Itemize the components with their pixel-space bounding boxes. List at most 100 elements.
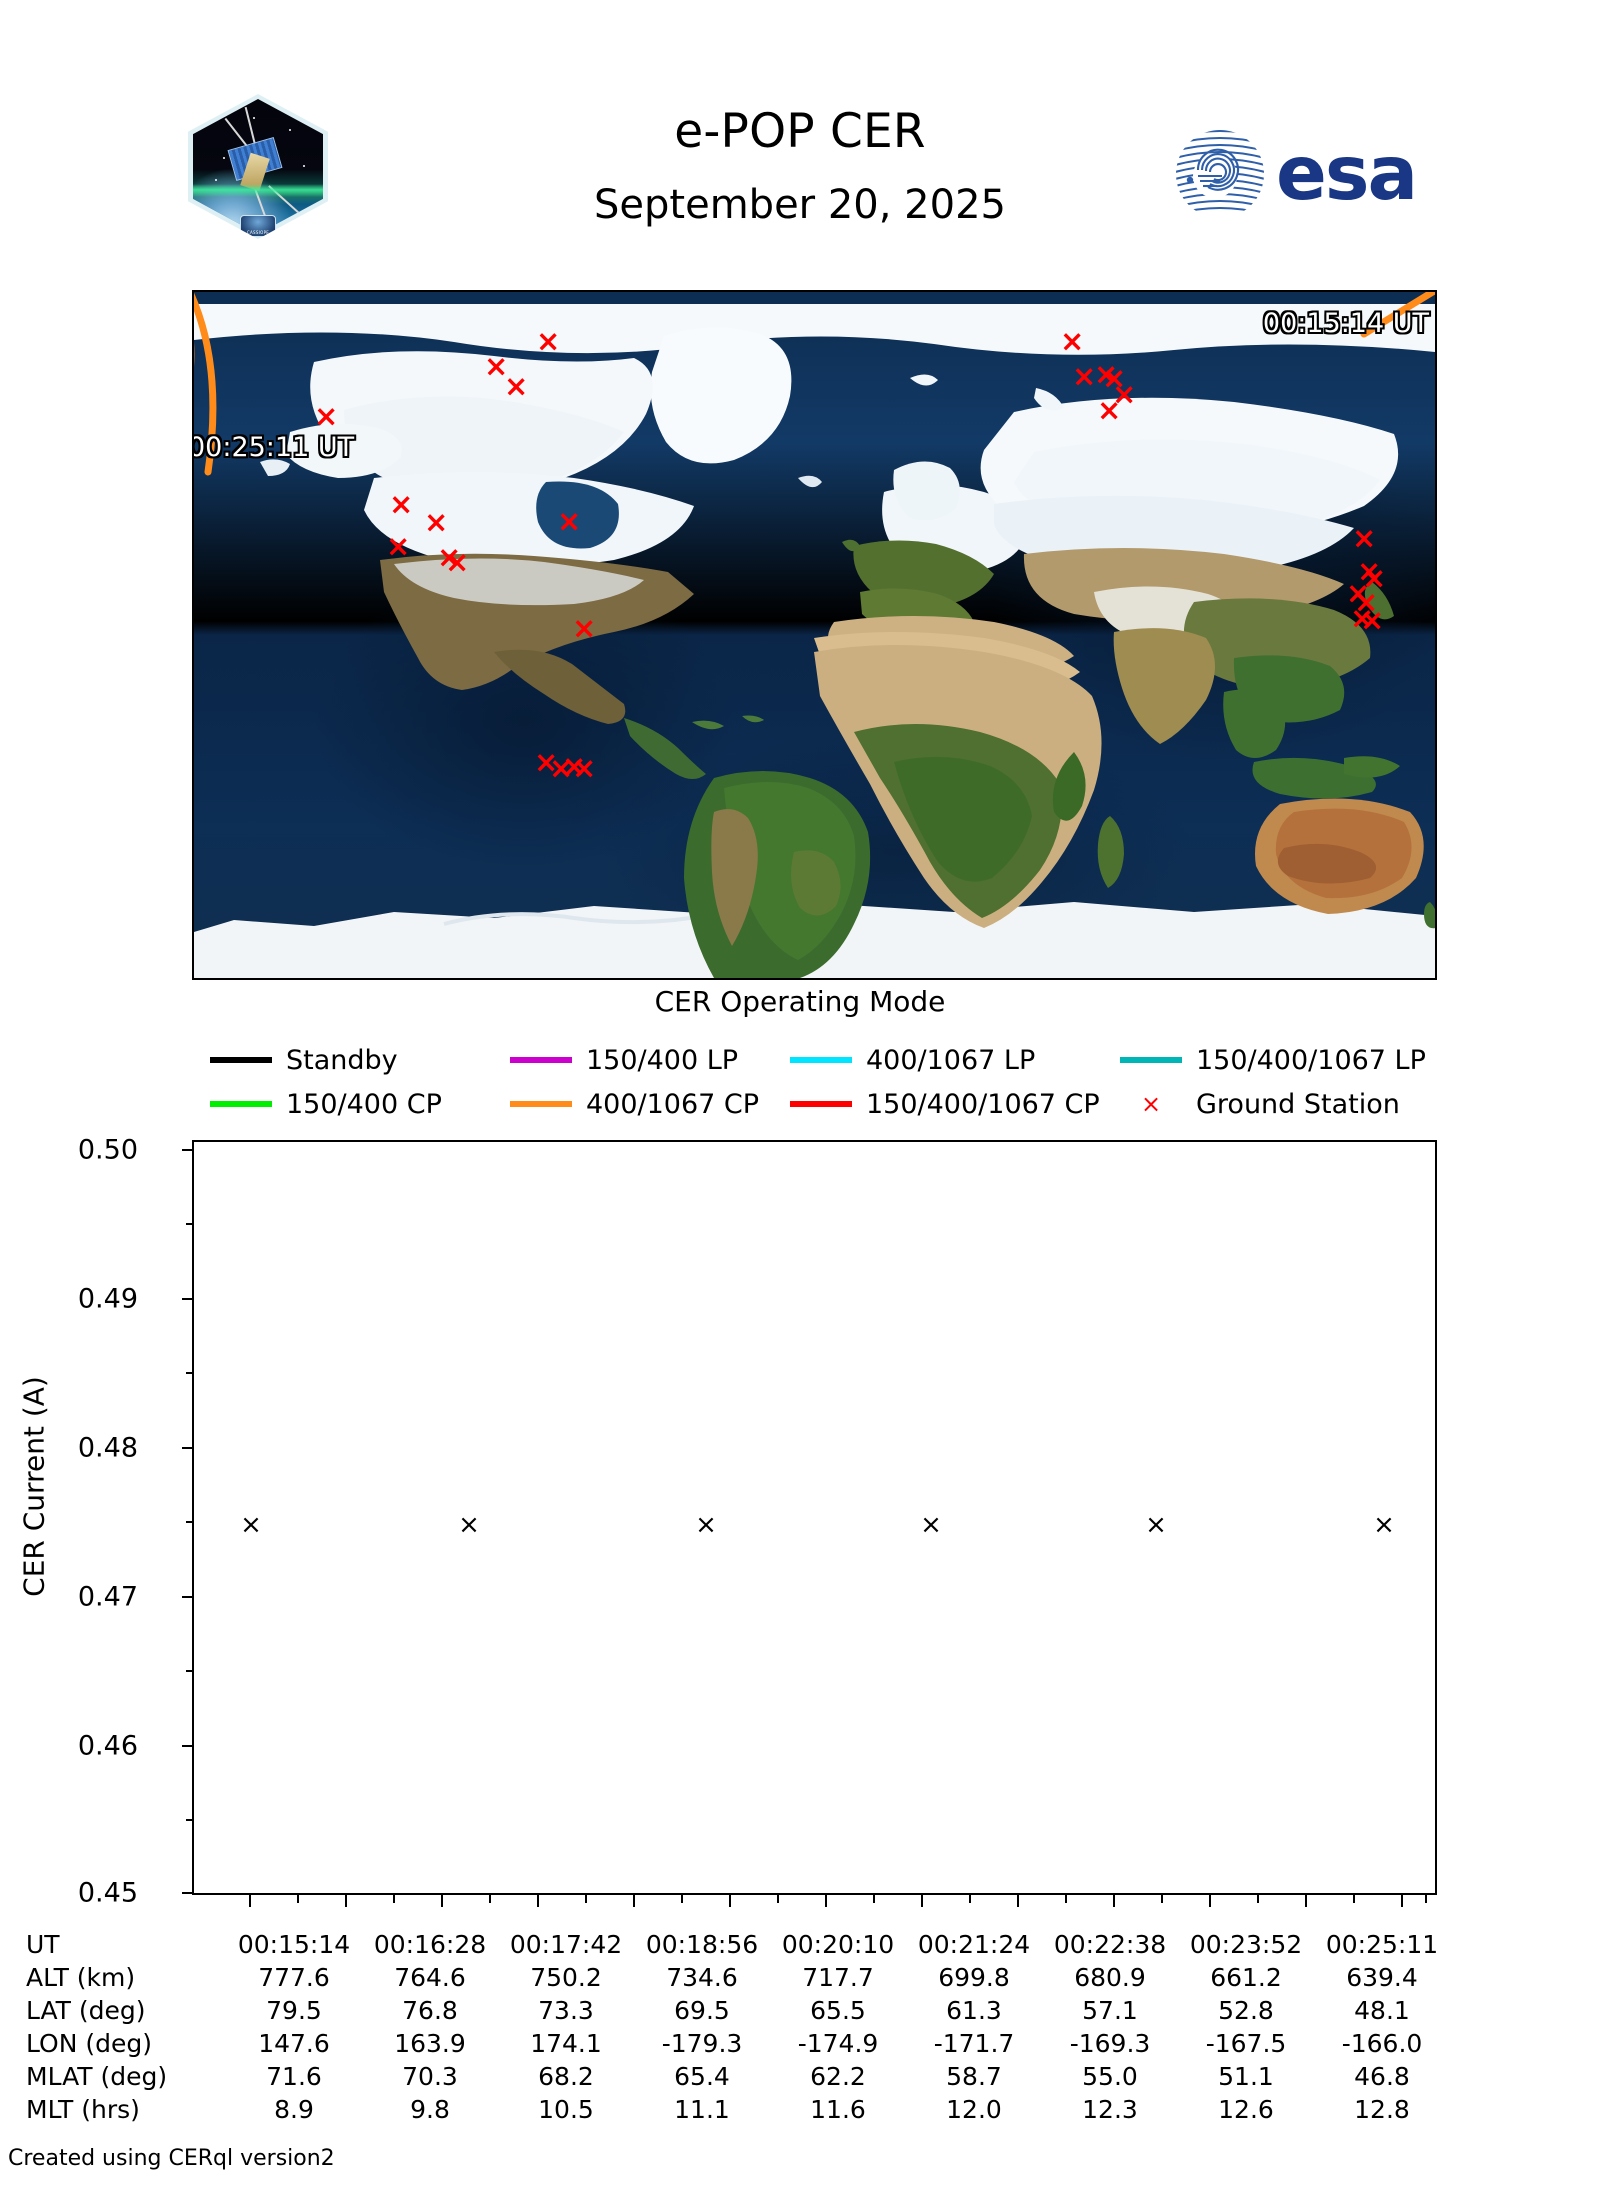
ground-station-marker: ×	[445, 545, 470, 579]
legend-label: 150/400 CP	[286, 1088, 442, 1120]
ground-station-marker: ×	[557, 504, 582, 538]
x-tick-major	[1017, 1895, 1019, 1907]
table-cell: 680.9	[1074, 1963, 1146, 1992]
ground-station-marker: ×	[572, 751, 597, 785]
world-map[interactable]: × × × × × × × × × × × × × × × × × × × × …	[192, 290, 1437, 980]
x-tick-major	[1209, 1895, 1211, 1907]
y-tick-minor	[186, 1372, 192, 1374]
y-tick-label: 0.49	[77, 1283, 138, 1315]
esa-logo: esa	[1172, 128, 1462, 220]
legend-swatch-400-1067-lp	[790, 1057, 852, 1063]
legend-item-150-400-1067-lp[interactable]: 150/400/1067 LP	[1120, 1038, 1426, 1082]
x-tick-minor	[873, 1895, 875, 1903]
ground-station-marker: ×	[1094, 357, 1119, 391]
x-tick-major	[537, 1895, 539, 1907]
table-row: UT 00:15:14 00:16:28 00:17:42 00:18:56 0…	[26, 1928, 1476, 1961]
table-cell: 69.5	[674, 1996, 730, 2025]
ground-station-marker: ×	[314, 399, 339, 433]
x-tick-minor	[585, 1895, 587, 1903]
aurora-band	[193, 184, 323, 198]
table-cell: 65.5	[810, 1996, 866, 2025]
legend-label: Ground Station	[1196, 1088, 1400, 1120]
ground-station-marker: ×	[562, 749, 587, 783]
table-cell: 73.3	[538, 1996, 594, 2025]
table-cell: 52.8	[1218, 1996, 1274, 2025]
x-tick-minor	[489, 1895, 491, 1903]
legend-title: CER Operating Mode	[654, 985, 946, 1018]
legend-item-ground-station[interactable]: × Ground Station	[1120, 1082, 1400, 1126]
table-cell: 61.3	[946, 1996, 1002, 2025]
y-tick-label: 0.50	[77, 1134, 138, 1166]
map-time-label-end: 00:25:11 UT	[192, 432, 355, 463]
legend-label: 150/400/1067 LP	[1196, 1044, 1426, 1076]
y-tick-minor	[186, 1670, 192, 1672]
y-tick-mark	[182, 1298, 192, 1300]
row-header: MLT (hrs)	[26, 2095, 140, 2124]
y-tick-label: 0.46	[77, 1730, 138, 1762]
table-cell: 00:16:28	[373, 1930, 487, 1959]
ground-station-marker: ×	[534, 745, 559, 779]
table-row: ALT (km) 777.6 764.6 750.2 734.6 717.7 6…	[26, 1961, 1476, 1994]
table-cell: 00:21:24	[917, 1930, 1031, 1959]
table-cell: 661.2	[1210, 1963, 1282, 1992]
map-image	[194, 292, 1435, 978]
ground-station-marker: ×	[1350, 601, 1375, 635]
y-tick-minor	[186, 1819, 192, 1821]
mission-badge: CASSIOPE	[240, 215, 276, 237]
data-point-marker: ×	[458, 1510, 480, 1540]
table-cell: 639.4	[1346, 1963, 1418, 1992]
legend-item-150-400-lp[interactable]: 150/400 LP	[510, 1038, 790, 1082]
ephemeris-table: UT 00:15:14 00:16:28 00:17:42 00:18:56 0…	[26, 1928, 1476, 2126]
legend-item-150-400-cp[interactable]: 150/400 CP	[210, 1082, 510, 1126]
cer-current-plot[interactable]: × × × × × ×	[192, 1140, 1437, 1895]
ground-station-marker: ×	[386, 529, 411, 563]
ground-station-marker: ×	[572, 611, 597, 645]
y-tick-mark	[182, 1596, 192, 1598]
table-cell: 62.2	[810, 2062, 866, 2091]
legend-item-400-1067-lp[interactable]: 400/1067 LP	[790, 1038, 1120, 1082]
table-cell: 12.6	[1218, 2095, 1274, 2124]
table-cell: 174.1	[530, 2029, 602, 2058]
y-axis-label: CER Current (A)	[17, 1376, 51, 1597]
table-cell: 79.5	[266, 1996, 322, 2025]
row-header: UT	[26, 1930, 60, 1959]
map-time-label-start: 00:15:14 UT	[1262, 308, 1429, 339]
legend-swatch-150-400-1067-cp	[790, 1101, 852, 1107]
x-tick-major	[921, 1895, 923, 1907]
legend-item-standby[interactable]: Standby	[210, 1038, 510, 1082]
cassiope-logo: CASSIOPE	[188, 94, 328, 239]
mission-badge-label: CASSIOPE	[246, 230, 270, 235]
x-tick-major	[249, 1895, 251, 1907]
table-cell: 12.8	[1354, 2095, 1410, 2124]
table-cell: 00:17:42	[509, 1930, 623, 1959]
table-cell: 11.6	[810, 2095, 866, 2124]
table-cell: 55.0	[1082, 2062, 1138, 2091]
table-cell: -169.3	[1069, 2029, 1151, 2058]
legend-swatch-standby	[210, 1057, 272, 1063]
y-tick-label: 0.48	[77, 1432, 138, 1464]
table-cell: 8.9	[274, 2095, 314, 2124]
legend-swatch-150-400-1067-lp	[1120, 1057, 1182, 1063]
table-row: LON (deg) 147.6 163.9 174.1 -179.3 -174.…	[26, 2027, 1476, 2060]
x-tick-minor	[1065, 1895, 1067, 1903]
x-tick-major	[1305, 1895, 1307, 1907]
x-tick-minor	[777, 1895, 779, 1903]
ground-station-marker: ×	[1072, 359, 1097, 393]
esa-swirl-icon	[1176, 130, 1265, 218]
legend-item-150-400-1067-cp[interactable]: 150/400/1067 CP	[790, 1082, 1120, 1126]
legend-item-400-1067-cp[interactable]: 400/1067 CP	[510, 1082, 790, 1126]
ground-station-marker: ×	[1362, 561, 1387, 595]
ground-station-marker: ×	[1357, 554, 1382, 588]
x-tick-major	[729, 1895, 731, 1907]
ground-station-marker: ×	[1346, 576, 1371, 610]
x-tick-minor	[297, 1895, 299, 1903]
x-tick-major	[1401, 1895, 1403, 1907]
table-cell: 00:23:52	[1189, 1930, 1303, 1959]
x-tick-major	[1113, 1895, 1115, 1907]
data-point-marker: ×	[920, 1510, 942, 1540]
y-tick-label: 0.45	[77, 1877, 138, 1909]
table-cell: 51.1	[1218, 2062, 1274, 2091]
y-tick-minor	[186, 1223, 192, 1225]
x-tick-minor	[1353, 1895, 1355, 1903]
data-point-marker: ×	[695, 1510, 717, 1540]
